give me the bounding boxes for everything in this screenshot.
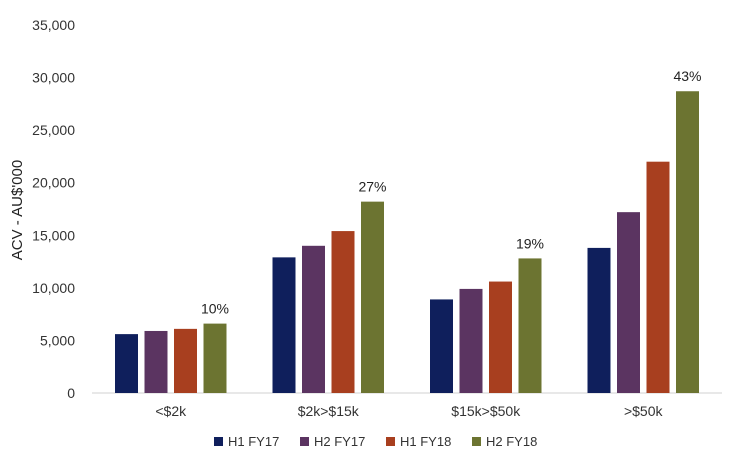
data-label: 43% xyxy=(673,68,701,84)
bar xyxy=(518,258,542,393)
legend-label: H2 FY18 xyxy=(486,434,537,449)
bar xyxy=(676,91,699,394)
bar xyxy=(617,212,640,393)
legend-label: H2 FY17 xyxy=(314,434,365,449)
bar xyxy=(174,328,197,393)
legend-swatch xyxy=(386,437,395,446)
data-labels: 10% 27% 19% 43% xyxy=(201,68,702,316)
bar xyxy=(115,334,138,393)
legend-swatch xyxy=(214,437,223,446)
y-tick-label: 30,000 xyxy=(32,70,75,86)
bar xyxy=(272,257,296,393)
legend-swatch xyxy=(300,437,309,446)
y-axis-title: ACV - AU$'000 xyxy=(9,160,26,260)
y-tick-label: 25,000 xyxy=(32,122,75,138)
legend: H1 FY17 H2 FY17 H1 FY18 H2 FY18 xyxy=(214,434,537,449)
data-label: 10% xyxy=(201,301,229,317)
bar xyxy=(331,231,355,393)
y-tick-label: 15,000 xyxy=(32,227,75,243)
bar xyxy=(646,161,670,393)
bar xyxy=(203,323,227,393)
bar xyxy=(430,299,453,393)
data-label: 27% xyxy=(358,179,386,195)
legend-label: H1 FY18 xyxy=(400,434,451,449)
bar xyxy=(587,247,611,393)
data-label: 19% xyxy=(516,235,544,251)
y-tick-label: 10,000 xyxy=(32,280,75,296)
x-tick-label: >$50k xyxy=(624,403,664,419)
bar xyxy=(489,281,512,393)
y-tick-label: 5,000 xyxy=(40,332,75,348)
bar xyxy=(361,201,384,393)
bar xyxy=(459,288,483,393)
y-tick-label: 0 xyxy=(67,385,75,401)
legend-swatch xyxy=(472,437,481,446)
x-tick-label: $15k>$50k xyxy=(451,403,521,419)
y-axis: 0 5,000 10,000 15,000 20,000 25,000 30,000 35,0… xyxy=(32,17,75,401)
legend-label: H1 FY17 xyxy=(228,434,279,449)
x-tick-label: $2k>$15k xyxy=(298,403,360,419)
y-tick-label: 20,000 xyxy=(32,175,75,191)
y-tick-label: 35,000 xyxy=(32,17,75,33)
x-tick-label: <$2k xyxy=(155,403,187,419)
bars xyxy=(115,91,699,394)
bar xyxy=(144,330,168,393)
x-axis: <$2k $2k>$15k $15k>$50k >$50k xyxy=(92,392,722,419)
bar xyxy=(302,245,325,393)
